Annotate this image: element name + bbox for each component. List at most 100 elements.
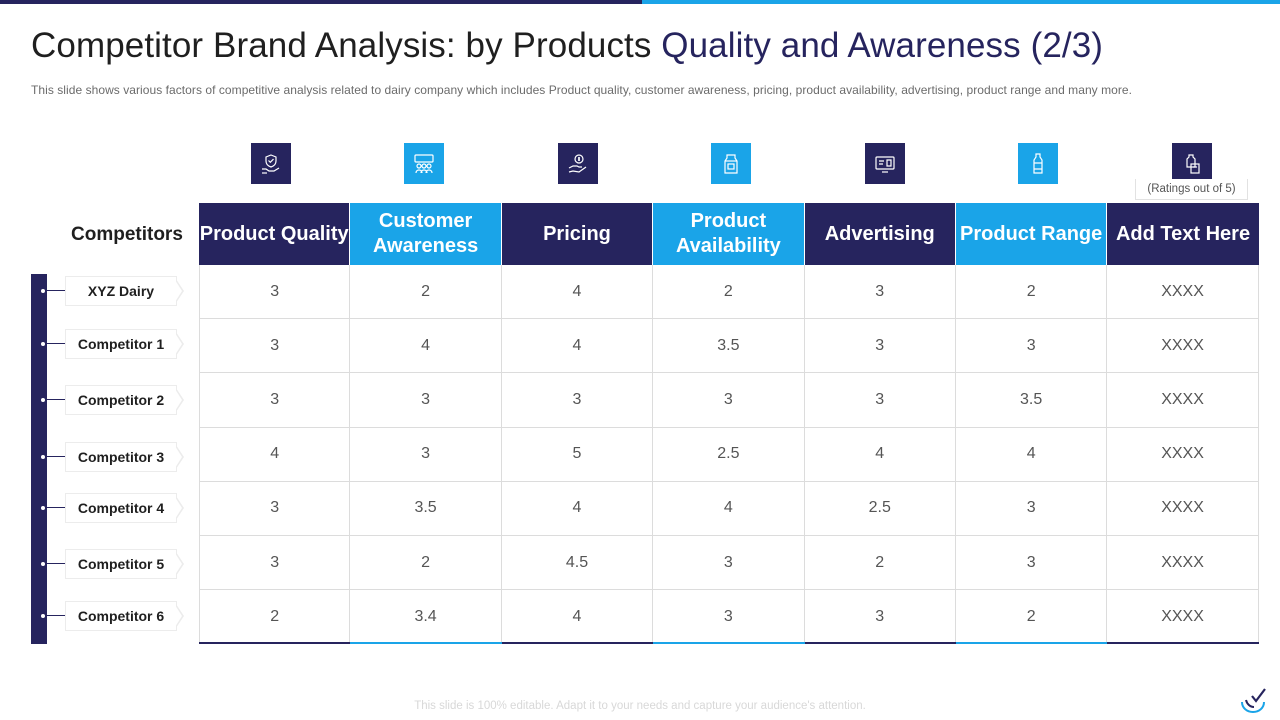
- table-cell: 4: [502, 590, 654, 644]
- table-cell: 2: [956, 590, 1108, 644]
- table-cell: 3: [956, 481, 1108, 535]
- pricing-hand-coin-icon: [558, 143, 598, 184]
- col-header-product-availability: Product Availability: [653, 203, 805, 265]
- table-cell: 2: [805, 535, 956, 590]
- table-cell: XXXX: [1107, 427, 1259, 481]
- table-cell: XXXX: [1107, 481, 1259, 535]
- table-cell: 3: [805, 373, 956, 427]
- milk-bottle-box-icon: [1172, 143, 1212, 184]
- table-row: 3 2 4.5 3 2 3 XXXX: [199, 535, 1259, 591]
- col-header-product-quality: Product Quality: [199, 203, 351, 265]
- table-cell: 3: [502, 373, 654, 427]
- col-header-product-range: Product Range: [955, 203, 1108, 265]
- table-cell: 4: [502, 265, 654, 319]
- col-header-pricing: Pricing: [501, 203, 654, 265]
- timeline-dot: [41, 342, 45, 346]
- table-row: 3 4 4 3.5 3 3 XXXX: [199, 319, 1259, 374]
- brand-logo-icon: [1241, 688, 1266, 714]
- table-row: 3 2 4 2 3 2 XXXX: [199, 265, 1259, 320]
- table-cell: 3: [199, 265, 351, 319]
- table-cell: 3: [199, 535, 351, 590]
- table-cell: 4: [502, 319, 654, 373]
- title-part-2: Quality and Awareness (2/3): [661, 26, 1104, 65]
- advertising-screen-icon: [865, 143, 905, 184]
- customer-group-icon: [404, 143, 444, 184]
- competitor-timeline-bar: [31, 274, 47, 644]
- table-cell: 4: [199, 427, 351, 481]
- table-cell: 3.5: [956, 373, 1108, 427]
- table-cell: 3: [653, 373, 805, 427]
- table-cell: 3.4: [350, 590, 502, 644]
- timeline-connector: [47, 563, 65, 564]
- title-part-1: Competitor Brand Analysis: by Products: [31, 26, 662, 65]
- timeline-dot: [41, 562, 45, 566]
- quality-hand-icon: [251, 143, 291, 184]
- competitors-heading: Competitors: [71, 224, 183, 245]
- top-accent-light: [642, 0, 1280, 4]
- table-cell: 4: [653, 481, 805, 535]
- table-cell: XXXX: [1107, 535, 1259, 590]
- competitor-name: Competitor 6: [65, 601, 177, 631]
- table-bottom-accent: [199, 642, 1259, 644]
- table-cell: XXXX: [1107, 590, 1259, 644]
- table-cell: 4: [956, 427, 1108, 481]
- table-cell: 3.5: [350, 481, 502, 535]
- milk-bottle-icon: [1018, 143, 1058, 184]
- competitor-name: Competitor 3: [65, 442, 177, 472]
- timeline-dot: [41, 455, 45, 459]
- milk-carton-icon: [711, 143, 751, 184]
- table-cell: 3.5: [653, 319, 805, 373]
- table-row: 4 3 5 2.5 4 4 XXXX: [199, 427, 1259, 482]
- table-cell: 2.5: [805, 481, 956, 535]
- table-cell: 3: [350, 373, 502, 427]
- competitor-name: XYZ Dairy: [65, 276, 177, 306]
- table-cell: 2: [350, 265, 502, 319]
- table-cell: XXXX: [1107, 373, 1259, 427]
- table-cell: 3: [805, 590, 956, 644]
- table-cell: 3: [199, 481, 351, 535]
- table-cell: 2: [199, 590, 351, 644]
- timeline-connector: [47, 456, 65, 457]
- table-cell: 2: [350, 535, 502, 590]
- table-cell: 3: [805, 265, 956, 319]
- competitor-name: Competitor 4: [65, 493, 177, 523]
- timeline-dot: [41, 398, 45, 402]
- col-header-add-text: Add Text Here: [1107, 203, 1259, 265]
- table-row: 2 3.4 4 3 3 2 XXXX: [199, 590, 1259, 645]
- competitor-name: Competitor 2: [65, 385, 177, 415]
- table-header: Product Quality Customer Awareness Prici…: [199, 203, 1259, 265]
- page-subtitle: This slide shows various factors of comp…: [31, 83, 1133, 97]
- table-cell: 3: [199, 373, 351, 427]
- table-cell: 3: [653, 535, 805, 590]
- table-cell: 4: [805, 427, 956, 481]
- table-cell: 3: [956, 319, 1108, 373]
- table-cell: 2: [956, 265, 1108, 319]
- timeline-dot: [41, 614, 45, 618]
- table-cell: 4.5: [502, 535, 654, 590]
- top-accent-bar: [0, 0, 1280, 4]
- table-cell: 3: [805, 319, 956, 373]
- timeline-connector: [47, 290, 65, 291]
- table-cell: 3: [199, 319, 351, 373]
- timeline-connector: [47, 343, 65, 344]
- timeline-dot: [41, 289, 45, 293]
- timeline-dot: [41, 506, 45, 510]
- ratings-table: 3 2 4 2 3 2 XXXX 3 4 4 3.5 3 3 XXXX 3 3 …: [199, 265, 1259, 645]
- table-row: 3 3.5 4 4 2.5 3 XXXX: [199, 481, 1259, 536]
- competitor-name: Competitor 5: [65, 549, 177, 579]
- top-accent-dark: [0, 0, 642, 4]
- table-cell: 3: [350, 427, 502, 481]
- timeline-connector: [47, 399, 65, 400]
- table-cell: 2: [653, 265, 805, 319]
- timeline-connector: [47, 615, 65, 616]
- table-cell: 3: [653, 590, 805, 644]
- timeline-connector: [47, 507, 65, 508]
- table-cell: XXXX: [1107, 265, 1259, 319]
- table-cell: XXXX: [1107, 319, 1259, 373]
- table-cell: 5: [502, 427, 654, 481]
- col-header-customer-awareness: Customer Awareness: [350, 203, 502, 265]
- table-row: 3 3 3 3 3 3.5 XXXX: [199, 373, 1259, 428]
- table-cell: 4: [502, 481, 654, 535]
- col-header-advertising: Advertising: [804, 203, 956, 265]
- table-cell: 2.5: [653, 427, 805, 481]
